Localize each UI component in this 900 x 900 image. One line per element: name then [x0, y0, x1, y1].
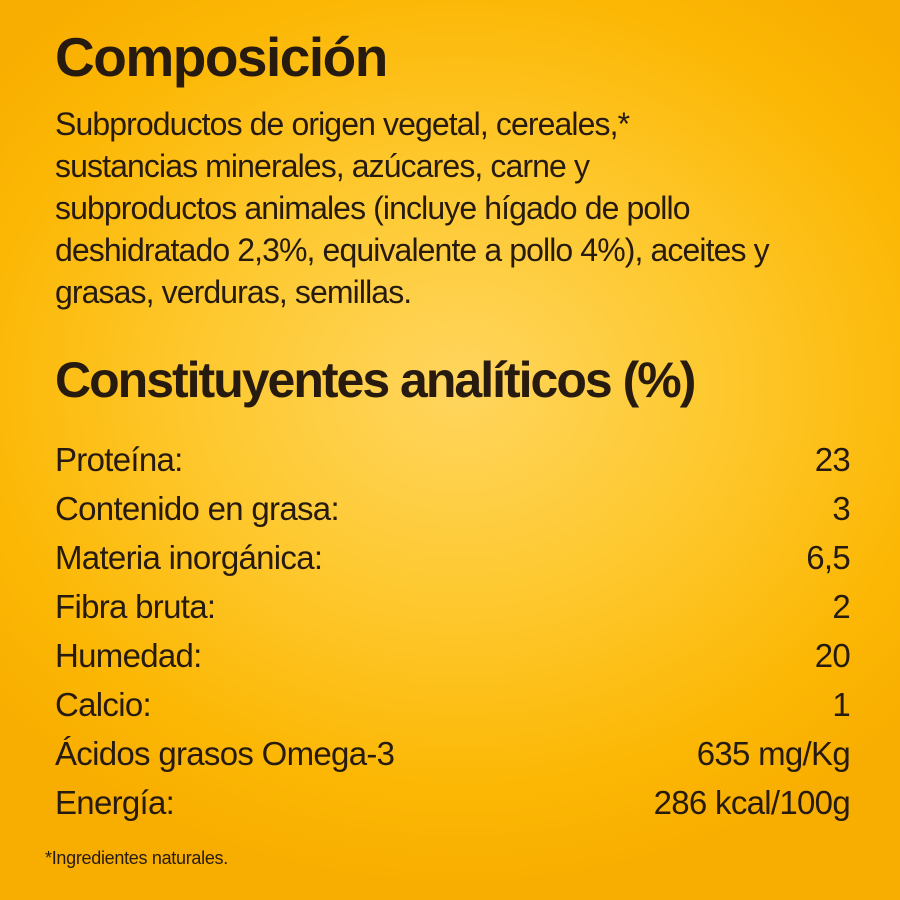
row-value: 3	[832, 490, 850, 527]
composition-line: sustancias minerales, azúcares, carne y	[55, 148, 590, 184]
row-value: 2	[832, 588, 850, 625]
row-value: 20	[814, 637, 851, 674]
analytical-constituents-title: Constituyentes analíticos (%)	[55, 352, 696, 408]
composition-paragraph: Subproductos de origen vegetal, cereales…	[55, 103, 850, 313]
composition-line: Subproductos de origen vegetal, cereales…	[55, 106, 630, 142]
row-label: Proteína:	[55, 441, 183, 478]
row-label: Energía:	[55, 784, 175, 821]
table-row: Ácidos grasos Omega-3 635 mg/Kg	[55, 729, 851, 778]
analytical-constituents-table: Proteína: 23 Contenido en grasa: 3 Mater…	[55, 435, 851, 827]
row-label: Calcio:	[55, 686, 152, 723]
table-row: Energía: 286 kcal/100g	[55, 778, 851, 827]
composition-line: subproductos animales (incluye hígado de…	[55, 190, 690, 226]
row-value: 635 mg/Kg	[696, 735, 851, 772]
table-row: Humedad: 20	[55, 631, 851, 680]
composition-line: grasas, verduras, semillas.	[55, 274, 412, 310]
table-row: Fibra bruta: 2	[55, 582, 851, 631]
row-value: 286 kcal/100g	[653, 784, 851, 821]
table-row: Proteína: 23	[55, 435, 851, 484]
row-value: 23	[814, 441, 851, 478]
label-content: Composición Subproductos de origen veget…	[55, 26, 851, 827]
natural-ingredients-footnote: *Ingredientes naturales.	[45, 848, 228, 868]
row-label: Ácidos grasos Omega-3	[55, 735, 395, 772]
composition-title: Composición	[55, 26, 388, 88]
row-label: Humedad:	[55, 637, 202, 674]
row-value: 6,5	[806, 539, 850, 576]
table-row: Calcio: 1	[55, 680, 851, 729]
composition-line: deshidratado 2,3%, equivalente a pollo 4…	[55, 232, 770, 268]
table-row: Contenido en grasa: 3	[55, 484, 851, 533]
row-label: Contenido en grasa:	[55, 490, 340, 527]
row-value: 1	[832, 686, 850, 723]
row-label: Materia inorgánica:	[55, 539, 323, 576]
row-label: Fibra bruta:	[55, 588, 216, 625]
table-row: Materia inorgánica: 6,5	[55, 533, 851, 582]
